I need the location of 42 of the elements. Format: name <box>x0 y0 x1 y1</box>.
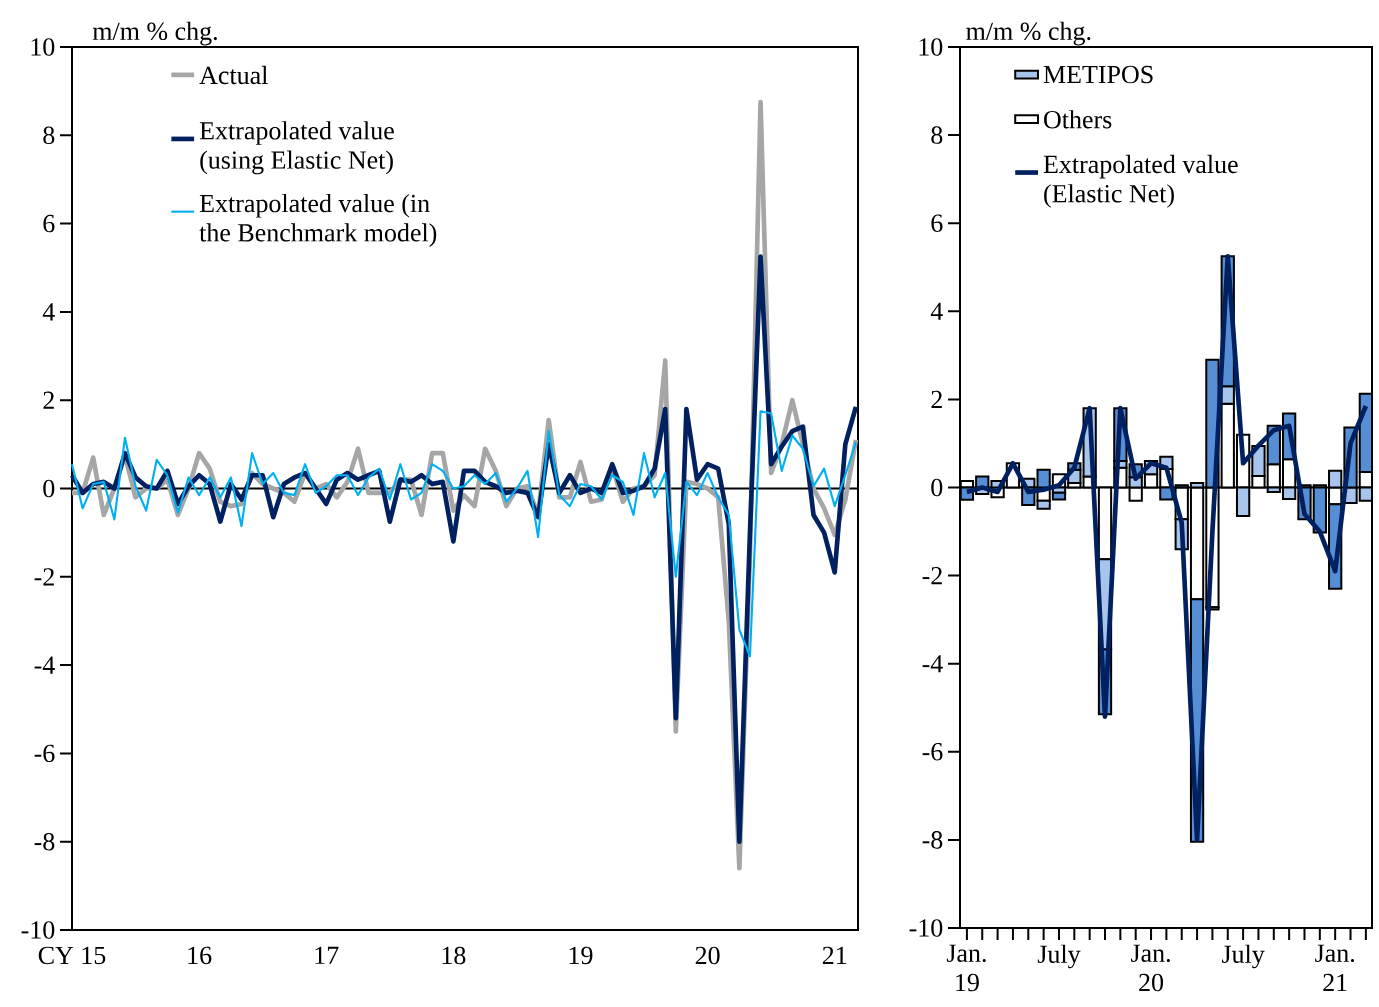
y-tick-label: -4 <box>922 655 943 673</box>
legend-label: Others <box>1044 110 1112 129</box>
legend-label: Actual <box>199 65 268 85</box>
x-tick-label: 16 <box>188 946 212 965</box>
y-axis-title: m/m % chg. <box>92 21 217 46</box>
y-axis-title: m/m % chg. <box>966 21 1091 46</box>
y-tick-label: 10 <box>919 38 943 56</box>
x-tick-label: Jan. 19 <box>946 944 986 992</box>
y-tick-label: 2 <box>931 390 942 408</box>
y-tick-label: 4 <box>42 303 55 321</box>
x-tick-label: 21 <box>822 946 847 964</box>
x-tick-label: July <box>1221 944 1265 969</box>
y-tick-label: -10 <box>21 921 55 939</box>
x-tick-label: CY 15 <box>38 946 106 965</box>
y-tick-label: 0 <box>43 479 55 498</box>
x-tick-label: 18 <box>442 946 466 965</box>
y-tick-label: 6 <box>43 214 55 233</box>
y-tick-label: 0 <box>931 478 943 497</box>
y-tick-label: 4 <box>930 302 943 320</box>
x-tick-label: 20 <box>695 946 720 965</box>
x-tick-label: July <box>1037 944 1081 969</box>
x-tick-label: Jan. 20 <box>1131 944 1170 992</box>
x-tick-label: 17 <box>315 946 339 964</box>
y-tick-label: 8 <box>931 126 943 144</box>
y-tick-label: -8 <box>922 831 943 849</box>
y-tick-label: -2 <box>922 566 942 585</box>
y-tick-label: 6 <box>931 214 943 232</box>
x-tick-label: 19 <box>569 946 593 965</box>
y-tick-label: -4 <box>34 656 55 674</box>
legend-label: Extrapolated value (using Elastic Net) <box>199 121 394 175</box>
y-tick-label: -6 <box>34 744 55 763</box>
legend-label: METIPOS <box>1043 65 1153 84</box>
legend-label: Extrapolated value (Elastic Net) <box>1043 154 1238 208</box>
y-tick-label: -8 <box>34 832 55 851</box>
y-tick-label: 2 <box>43 391 54 409</box>
y-tick-label: 10 <box>31 38 55 56</box>
x-tick-label: Jan. 21 <box>1315 944 1355 992</box>
y-tick-label: -6 <box>922 743 943 761</box>
y-tick-label: -2 <box>34 568 54 586</box>
y-tick-label: 8 <box>43 126 55 145</box>
y-tick-label: -10 <box>909 919 943 937</box>
legend-label: Extrapolated value (in the Benchmark model) <box>199 193 437 247</box>
